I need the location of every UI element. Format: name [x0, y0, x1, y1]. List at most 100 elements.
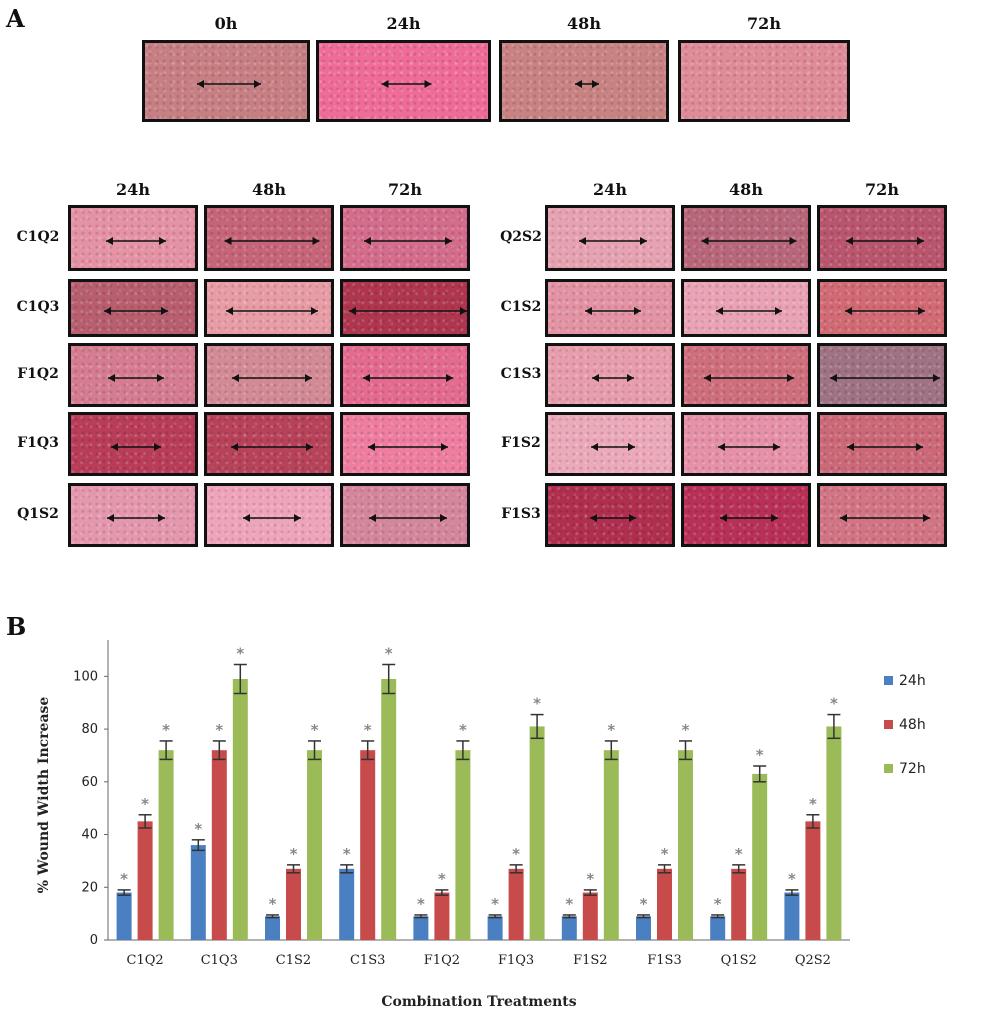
- significance-marker: *: [162, 721, 170, 739]
- significance-marker: *: [343, 845, 351, 863]
- bar-24h: [413, 916, 429, 940]
- y-tick-label: 20: [81, 880, 98, 895]
- top-micrograph: [142, 40, 310, 122]
- row-label: Q2S2: [500, 229, 542, 245]
- bar-24h: [487, 916, 503, 940]
- bar-24h: [784, 892, 800, 940]
- bar-48h: [508, 868, 524, 940]
- double-arrow-icon: [704, 374, 794, 382]
- y-tick-label: 0: [90, 933, 98, 948]
- significance-marker: *: [459, 721, 467, 739]
- x-tick-label: C1S3: [350, 953, 385, 968]
- double-arrow-icon: [681, 43, 847, 119]
- grid-timepoint-label: 24h: [593, 180, 627, 199]
- legend-label: 48h: [899, 717, 926, 733]
- top-timepoint-label: 48h: [567, 14, 601, 33]
- significance-marker: *: [735, 845, 743, 863]
- significance-marker: *: [269, 895, 277, 913]
- bar-72h: [381, 679, 397, 940]
- grid-micrograph: [204, 483, 334, 547]
- double-arrow-icon: [197, 80, 261, 88]
- top-timepoint-label: 0h: [214, 14, 238, 33]
- grid-micrograph: [545, 483, 675, 547]
- double-arrow-icon: [232, 374, 312, 382]
- double-arrow-icon: [106, 237, 166, 245]
- grid-micrograph: [68, 412, 198, 476]
- bar-24h: [710, 916, 726, 940]
- significance-marker: *: [607, 721, 615, 739]
- grid-timepoint-label: 72h: [388, 180, 422, 199]
- double-arrow-icon: [847, 443, 923, 451]
- grid-micrograph: [204, 412, 334, 476]
- x-tick-label: F1S2: [573, 953, 607, 968]
- row-label: F1Q3: [17, 435, 59, 451]
- row-label: C1Q2: [16, 229, 60, 245]
- x-tick-label: F1S3: [647, 953, 681, 968]
- top-timepoint-label: 72h: [747, 14, 781, 33]
- row-label: Q1S2: [17, 506, 59, 522]
- double-arrow-icon: [349, 307, 467, 315]
- significance-marker: *: [682, 721, 690, 739]
- double-arrow-icon: [840, 514, 930, 522]
- grid-micrograph: [68, 279, 198, 337]
- bar-48h: [434, 892, 450, 940]
- panel-a-letter: A: [6, 4, 25, 33]
- x-tick-label: C1Q3: [201, 953, 238, 968]
- double-arrow-icon: [701, 237, 797, 245]
- grid-micrograph: [817, 483, 947, 547]
- double-arrow-icon: [363, 374, 453, 382]
- row-label: C1S2: [500, 299, 542, 315]
- x-axis-title: Combination Treatments: [381, 994, 576, 1010]
- bar-48h: [657, 868, 672, 940]
- double-arrow-icon: [108, 374, 164, 382]
- bar-72h: [752, 773, 768, 940]
- significance-marker: *: [141, 795, 149, 813]
- bar-24h: [116, 892, 132, 940]
- bar-72h: [678, 750, 693, 940]
- significance-marker: *: [385, 645, 393, 663]
- row-label: F1S3: [501, 506, 541, 522]
- grid-micrograph: [340, 343, 470, 407]
- significance-marker: *: [565, 895, 573, 913]
- bar-24h: [339, 868, 355, 940]
- grid-micrograph: [681, 205, 811, 271]
- y-tick-label: 40: [81, 828, 98, 843]
- wound-width-bar-chart: 0 20 40 60 80 100 * * * C1Q2 * * * C1Q3 * * * C1S2 * * * C1S3…: [36, 640, 926, 1010]
- x-tick-label: C1Q2: [127, 953, 164, 968]
- bar-24h: [636, 916, 651, 940]
- double-arrow-icon: [575, 80, 599, 88]
- significance-marker: *: [194, 820, 202, 838]
- x-tick-label: F1Q2: [424, 953, 460, 968]
- significance-marker: *: [120, 870, 128, 888]
- significance-marker: *: [417, 895, 425, 913]
- double-arrow-icon: [364, 237, 452, 245]
- bar-72h: [529, 726, 545, 940]
- x-tick-label: Q2S2: [795, 953, 831, 968]
- grid-micrograph: [681, 483, 811, 547]
- x-tick-label: F1Q3: [498, 953, 534, 968]
- double-arrow-icon: [107, 514, 165, 522]
- grid-micrograph: [68, 205, 198, 271]
- double-arrow-icon: [845, 307, 925, 315]
- bar-48h: [805, 821, 821, 940]
- double-arrow-icon: [104, 307, 168, 315]
- bar-24h: [561, 916, 577, 940]
- bar-72h: [232, 679, 248, 940]
- significance-marker: *: [756, 746, 764, 764]
- significance-marker: *: [533, 695, 541, 713]
- significance-marker: *: [788, 870, 796, 888]
- double-arrow-icon: [243, 514, 301, 522]
- significance-marker: *: [364, 721, 372, 739]
- significance-marker: *: [830, 695, 838, 713]
- significance-marker: *: [586, 870, 594, 888]
- grid-micrograph: [545, 412, 675, 476]
- bar-72h: [603, 750, 619, 940]
- legend-label: 24h: [899, 673, 926, 689]
- bar-48h: [360, 750, 376, 940]
- top-micrograph: [678, 40, 850, 122]
- legend-label: 72h: [899, 761, 926, 777]
- significance-marker: *: [491, 895, 499, 913]
- grid-micrograph: [340, 412, 470, 476]
- significance-marker: *: [438, 870, 446, 888]
- double-arrow-icon: [718, 443, 780, 451]
